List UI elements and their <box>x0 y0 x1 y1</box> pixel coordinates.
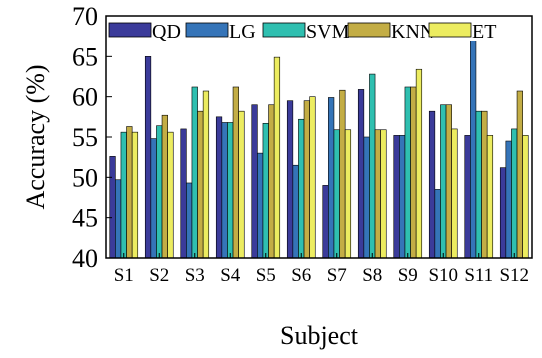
bar-svm-s1 <box>120 131 127 259</box>
x-axis-label: Subject <box>280 321 359 350</box>
bar-qd-s4 <box>215 116 223 259</box>
bar-knn-s2 <box>161 114 168 259</box>
legend-label-svm: SVM <box>306 21 350 43</box>
y-tick-label: 60 <box>72 83 98 112</box>
y-tick-label: 70 <box>72 2 98 31</box>
bar-knn-s12 <box>516 90 523 259</box>
bar-et-s11 <box>486 135 494 259</box>
bar-lg-s1 <box>115 179 122 259</box>
bar-svm-s11 <box>475 110 482 259</box>
bar-et-s3 <box>202 90 210 259</box>
bar-et-s8 <box>380 129 387 259</box>
bars-layer <box>109 35 529 259</box>
bar-lg-s7 <box>328 97 335 259</box>
bar-qd-s2 <box>144 56 152 259</box>
bar-knn-s8 <box>374 129 381 259</box>
bar-knn-s5 <box>268 104 275 259</box>
bar-knn-s11 <box>481 110 488 259</box>
bar-et-s4 <box>238 110 245 259</box>
bar-knn-s10 <box>445 104 452 259</box>
bar-et-s9 <box>415 68 423 259</box>
bar-qd-s1 <box>109 156 116 259</box>
bar-svm-s7 <box>333 129 340 259</box>
bar-qd-s11 <box>464 135 471 259</box>
bar-svm-s2 <box>156 125 163 259</box>
bar-lg-s5 <box>257 152 264 259</box>
bar-lg-s10 <box>434 189 441 259</box>
bar-svm-s10 <box>440 104 447 259</box>
legend-swatch-et <box>428 22 472 38</box>
x-tick-label: S12 <box>499 265 529 286</box>
bar-qd-s8 <box>357 89 365 259</box>
bar-svm-s5 <box>262 122 269 259</box>
bar-lg-s9 <box>399 135 406 259</box>
legend-label-qd: QD <box>152 21 181 43</box>
x-tick-label: S11 <box>464 265 493 286</box>
bar-svm-s8 <box>369 73 376 259</box>
x-tick-label: S4 <box>220 265 241 286</box>
bar-lg-s8 <box>363 136 370 259</box>
y-tick-label: 45 <box>72 204 98 233</box>
bar-et-s5 <box>273 56 281 259</box>
y-tick-label: 40 <box>72 244 98 273</box>
bar-qd-s3 <box>180 128 187 259</box>
x-tick-label: S3 <box>185 265 205 286</box>
x-tick-label: S6 <box>291 265 311 286</box>
x-tick-label: S2 <box>149 265 169 286</box>
y-axis-label: Accuracy (%) <box>21 64 50 209</box>
bar-knn-s9 <box>410 86 417 259</box>
y-tick-label: 65 <box>72 42 98 71</box>
bar-qd-s10 <box>428 110 436 259</box>
bar-et-s2 <box>167 131 174 259</box>
legend-swatch-qd <box>108 22 152 38</box>
bar-svm-s6 <box>298 118 305 259</box>
bar-lg-s2 <box>150 138 157 259</box>
x-tick-label: S1 <box>114 265 134 286</box>
y-axis: 40 45 50 55 60 65 70 <box>72 2 112 273</box>
bar-et-s1 <box>131 131 139 259</box>
x-tick-label: S7 <box>327 265 347 286</box>
legend-swatch-svm <box>262 22 306 38</box>
x-tick-label: S9 <box>398 265 418 286</box>
bar-knn-s4 <box>232 86 239 259</box>
bar-knn-s3 <box>197 110 204 259</box>
x-tick-label: S10 <box>428 265 458 286</box>
bar-lg-s3 <box>186 182 193 259</box>
y-tick-label: 50 <box>72 163 98 192</box>
bar-et-s7 <box>344 129 352 259</box>
legend-label-et: ET <box>472 21 496 43</box>
bar-et-s10 <box>451 128 458 259</box>
bar-et-s12 <box>522 135 529 259</box>
bar-lg-s11 <box>470 35 477 259</box>
y-tick-label: 55 <box>72 123 98 152</box>
bar-knn-s7 <box>339 89 346 259</box>
legend-swatch-lg <box>185 22 229 38</box>
bar-lg-s6 <box>292 164 299 259</box>
bar-lg-s4 <box>221 122 228 259</box>
bar-knn-s1 <box>126 126 133 259</box>
legend: QD LG SVM KNN ET <box>108 21 529 43</box>
bar-lg-s12 <box>505 140 512 259</box>
legend-label-lg: LG <box>229 21 256 43</box>
bar-svm-s9 <box>404 86 411 259</box>
bar-qd-s7 <box>322 185 329 259</box>
x-tick-label: S8 <box>362 265 382 286</box>
bar-svm-s4 <box>227 122 234 259</box>
bar-qd-s5 <box>251 104 258 259</box>
bar-svm-s12 <box>511 128 518 259</box>
bar-knn-s6 <box>303 100 310 259</box>
bar-svm-s3 <box>191 86 198 259</box>
legend-label-knn: KNN <box>391 21 434 43</box>
bar-qd-s12 <box>499 167 507 259</box>
x-axis: S1 S2 S3 S4 S5 S6 S7 S8 S9 S10 S11 S12 <box>114 253 529 286</box>
legend-swatch-knn <box>347 22 391 38</box>
bar-qd-s6 <box>286 100 294 259</box>
bar-et-s6 <box>309 96 316 259</box>
bar-qd-s9 <box>393 135 400 259</box>
x-tick-label: S5 <box>256 265 276 286</box>
